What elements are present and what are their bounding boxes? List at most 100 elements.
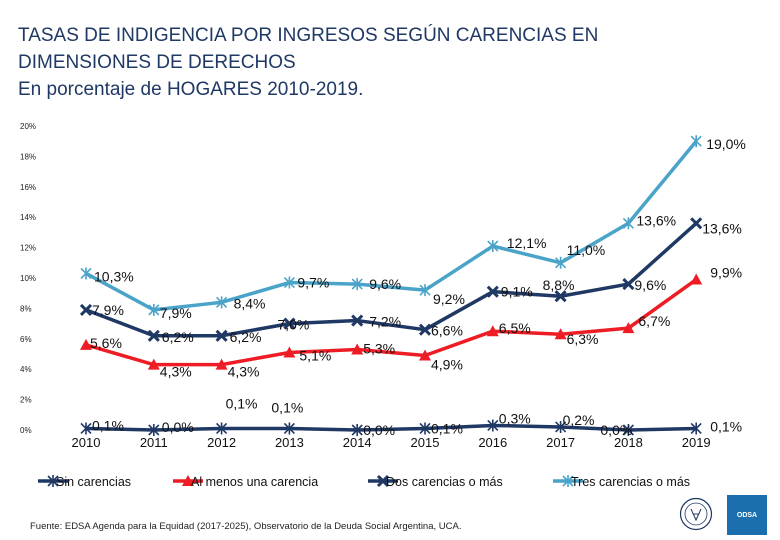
data-point <box>79 303 93 316</box>
data-label: 0,0% <box>600 422 632 438</box>
x-tick-label: 2014 <box>343 435 372 450</box>
data-point <box>283 276 295 289</box>
data-point <box>80 338 92 350</box>
data-label: 8,4% <box>234 295 266 311</box>
data-point <box>690 422 702 435</box>
data-label: 5,3% <box>363 340 395 356</box>
data-label: 0,0% <box>162 419 194 435</box>
data-label: 13,6% <box>636 212 676 228</box>
data-label: 8,8% <box>543 277 575 293</box>
data-point <box>622 424 634 436</box>
x-tick-label: 2017 <box>546 435 575 450</box>
series-line-1 <box>85 278 698 367</box>
data-label: 5,6% <box>90 335 122 351</box>
data-label: 6,7% <box>638 313 670 329</box>
data-point <box>283 422 295 435</box>
legend-label: Dos carencias o más <box>386 475 503 489</box>
data-point <box>419 422 431 435</box>
y-tick-label: 4% <box>20 365 32 374</box>
data-point <box>80 422 92 435</box>
legend-label: Tres carencias o más <box>571 475 690 489</box>
data-label: 0,1% <box>92 417 124 433</box>
data-point <box>690 217 703 230</box>
data-label: 7,0% <box>277 317 309 333</box>
data-label: 4,3% <box>160 364 192 380</box>
x-tick-label: 2012 <box>207 435 236 450</box>
data-point <box>283 346 296 358</box>
legend-swatch-marker <box>376 474 390 488</box>
source-footnote: Fuente: EDSA Agenda para la Equidad (201… <box>30 521 462 532</box>
y-tick-label: 20% <box>20 122 36 131</box>
data-point <box>622 217 634 230</box>
data-point <box>351 278 363 291</box>
data-point <box>419 349 431 361</box>
data-label: 5,1% <box>299 347 331 363</box>
data-point <box>147 329 160 342</box>
data-label: 0,0% <box>363 422 395 438</box>
series-line-3 <box>85 140 698 312</box>
data-label: 9,6% <box>369 276 401 292</box>
y-tick-label: 14% <box>20 213 36 222</box>
x-tick-label: 2010 <box>72 435 101 450</box>
y-tick-label: 8% <box>20 304 32 313</box>
data-point <box>148 303 160 316</box>
data-label: 7,9% <box>160 305 192 321</box>
data-label: 0,1% <box>271 399 303 415</box>
chart-title: TASAS DE INDIGENCIA POR INGRESOS SEGÚN C… <box>18 22 598 103</box>
data-point <box>487 240 499 253</box>
data-point <box>351 424 363 436</box>
data-point <box>690 135 702 148</box>
data-label: 0,1% <box>431 420 463 436</box>
data-point <box>487 419 499 432</box>
data-point <box>351 314 364 327</box>
data-point <box>554 328 567 340</box>
data-label: 6,6% <box>431 323 463 339</box>
data-point <box>215 329 228 342</box>
title-line-3: En porcentaje de HOGARES 2010-2019. <box>18 79 364 100</box>
university-seal-icon <box>679 497 713 531</box>
series-line-0 <box>85 423 697 432</box>
legend-swatch-marker <box>47 475 59 487</box>
data-label: 6,3% <box>567 331 599 347</box>
data-point <box>283 317 296 330</box>
data-label: 9,6% <box>634 277 666 293</box>
data-label: 7,2% <box>369 314 401 330</box>
x-tick-label: 2013 <box>275 435 304 450</box>
data-label: 12,1% <box>507 235 547 251</box>
data-point <box>486 285 499 298</box>
data-point <box>215 358 228 370</box>
y-tick-label: 18% <box>20 152 36 161</box>
x-tick-label: 2019 <box>682 435 711 450</box>
y-tick-label: 0% <box>20 426 32 435</box>
y-tick-label: 2% <box>20 396 32 405</box>
data-label: 0,1% <box>226 395 258 411</box>
legend-label: Sin carencias <box>56 475 131 489</box>
data-point <box>147 358 160 370</box>
data-point <box>80 267 92 280</box>
data-point <box>419 284 431 297</box>
data-label: 13,6% <box>702 220 742 236</box>
legend-swatch-marker <box>562 475 574 487</box>
data-point <box>216 422 228 435</box>
x-tick-label: 2018 <box>614 435 643 450</box>
data-label: 9,7% <box>297 275 329 291</box>
data-point <box>216 296 228 309</box>
x-tick-label: 2016 <box>478 435 507 450</box>
x-tick-label: 2015 <box>411 435 440 450</box>
legend-swatch-marker <box>182 475 194 486</box>
data-label: 9,9% <box>710 265 742 281</box>
data-point <box>418 323 432 336</box>
y-tick-label: 16% <box>20 183 36 192</box>
data-point <box>554 290 567 303</box>
series-line-2 <box>85 221 698 338</box>
data-point <box>690 273 703 285</box>
data-label: 10,3% <box>94 268 134 284</box>
data-label: 9,1% <box>501 284 533 300</box>
x-tick-label: 2011 <box>140 435 168 450</box>
title-line-2: DIMENSIONES DE DERECHOS <box>18 52 296 73</box>
legend-label: Al menos una carencia <box>191 475 318 489</box>
data-label: 6,2% <box>230 329 262 345</box>
data-label: 0,1% <box>710 418 742 434</box>
y-tick-label: 12% <box>20 244 36 253</box>
data-label: 19,0% <box>706 136 746 152</box>
